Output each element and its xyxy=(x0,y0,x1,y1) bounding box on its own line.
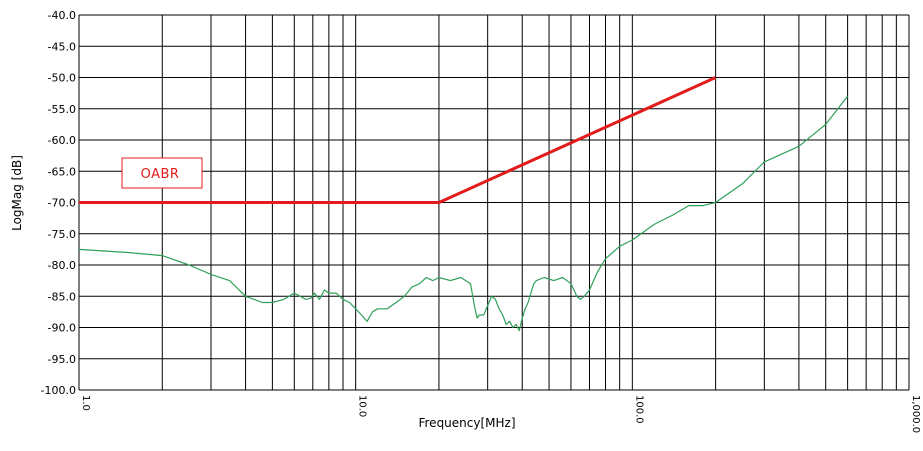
y-tick-label: -80.0 xyxy=(48,259,76,272)
y-tick-label: -55.0 xyxy=(48,103,76,116)
x-axis-title: Frequency[MHz] xyxy=(418,416,515,430)
annotation-box: OABR xyxy=(121,157,203,189)
y-tick-label: -75.0 xyxy=(48,228,76,241)
x-tick-label: 1.0 xyxy=(80,395,91,411)
y-tick-label: -70.0 xyxy=(48,197,76,210)
y-tick-label: -85.0 xyxy=(48,290,76,303)
grid xyxy=(78,14,910,391)
y-tick-label: -45.0 xyxy=(48,40,76,53)
x-tick-label: 1,000.0 xyxy=(910,395,921,433)
y-axis-title: LogMag [dB] xyxy=(10,155,24,231)
y-axis-ticks: -40.0 -45.0 -50.0 -55.0 -60.0 -65.0 -70.0 -75.0… xyxy=(41,9,76,397)
annotation-label: OABR xyxy=(141,167,180,182)
x-tick-label: 10.0 xyxy=(357,395,368,417)
series-layer xyxy=(78,76,849,332)
y-tick-label: -60.0 xyxy=(48,134,76,147)
y-tick-label: -90.0 xyxy=(48,322,76,335)
measurement-line xyxy=(78,95,849,332)
x-axis-ticks: 1.0 10.0 100.0 1,000.0 xyxy=(80,395,921,433)
limit-line xyxy=(79,76,717,204)
annotation-box-border xyxy=(121,157,203,189)
x-tick-label: 100.0 xyxy=(633,395,644,424)
y-tick-label: -40.0 xyxy=(48,9,76,22)
y-tick-label: -95.0 xyxy=(48,353,76,366)
y-tick-label: -50.0 xyxy=(48,72,76,85)
y-tick-label: -100.0 xyxy=(41,384,76,397)
y-tick-label: -65.0 xyxy=(48,165,76,178)
